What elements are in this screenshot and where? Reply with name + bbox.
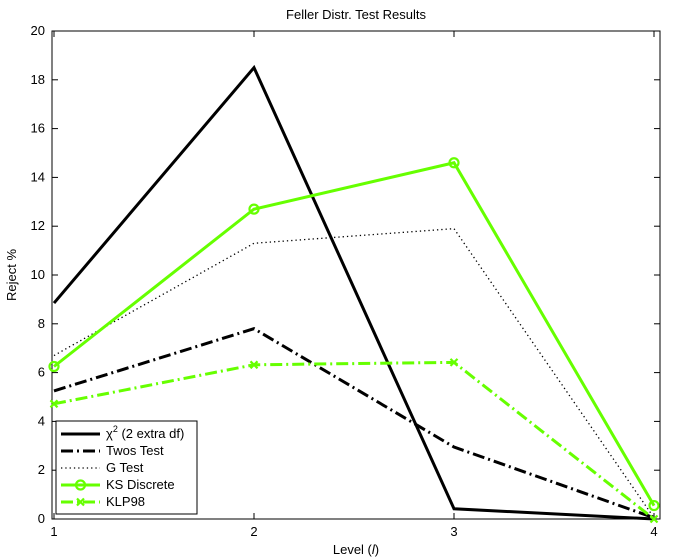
x-tick-label: 4 <box>650 524 657 539</box>
data-point-klp98-stroke-b <box>49 399 59 409</box>
y-tick-label: 18 <box>31 72 45 87</box>
legend-label-chi2: χ2 (2 extra df) <box>106 424 184 441</box>
y-tick-label: 14 <box>31 169 45 184</box>
data-point-klp98 <box>649 514 659 524</box>
series-layer <box>48 64 660 524</box>
legend-marker-klp98 <box>76 497 85 507</box>
x-axis-label-close: ) <box>375 542 379 557</box>
legend-label-ks-discrete: KS Discrete <box>106 477 175 492</box>
series-line-ks-discrete <box>53 161 656 507</box>
x-axis-label: Level (l) <box>333 542 379 557</box>
y-axis-label: Reject % <box>4 249 19 301</box>
data-point-ks-discrete <box>648 499 660 512</box>
y-tick-label: 6 <box>38 365 45 380</box>
y-tick-label: 0 <box>38 511 45 526</box>
data-point-klp98 <box>449 358 459 367</box>
y-axis: 0 2 4 6 8 10 12 14 16 18 20 <box>31 23 660 526</box>
y-tick-label: 2 <box>38 462 45 477</box>
legend-marker-ks-discrete <box>74 479 87 491</box>
legend-label-g-test: G Test <box>106 460 144 475</box>
series-line-chi-square <box>52 64 655 521</box>
data-point-klp98-stroke-b <box>449 358 459 367</box>
legend-samples <box>61 432 100 507</box>
y-tick-label: 16 <box>31 121 45 136</box>
series-line-twos-test <box>53 327 655 520</box>
data-point-klp98 <box>249 360 259 370</box>
x-tick-label: 1 <box>50 524 57 539</box>
y-tick-label: 12 <box>31 218 45 233</box>
legend-label-klp98: KLP98 <box>106 494 145 509</box>
x-tick-label: 3 <box>450 524 457 539</box>
legend-chi-superscript: 2 <box>113 424 118 434</box>
y-tick-label: 20 <box>31 23 45 38</box>
data-point-klp98 <box>49 399 59 409</box>
y-tick-label: 10 <box>31 267 45 282</box>
legend-chi-symbol: χ <box>106 426 113 441</box>
x-axis-label-main: Level ( <box>333 542 373 557</box>
x-tick-label: 2 <box>250 524 257 539</box>
data-point-klp98-stroke-b <box>649 514 659 524</box>
data-point-ks-discrete <box>48 360 60 373</box>
y-tick-label: 8 <box>38 316 45 331</box>
legend-marker-klp98-stroke-b <box>76 497 85 507</box>
series-line-klp98 <box>53 360 655 521</box>
data-point-ks-discrete <box>448 157 460 169</box>
data-point-ks-discrete <box>248 203 260 215</box>
legend: χ2 (2 extra df) Twos Test G Test KS Disc… <box>55 420 198 515</box>
legend-chi-rest: (2 extra df) <box>118 426 184 441</box>
chart-title: Feller Distr. Test Results <box>286 7 426 22</box>
y-tick-label: 4 <box>38 413 45 428</box>
x-axis: 1 2 3 4 <box>50 31 658 539</box>
data-point-klp98-stroke-b <box>249 360 259 370</box>
legend-label-twos-test: Twos Test <box>106 443 164 458</box>
x-axis-label-variable: l <box>372 542 376 557</box>
